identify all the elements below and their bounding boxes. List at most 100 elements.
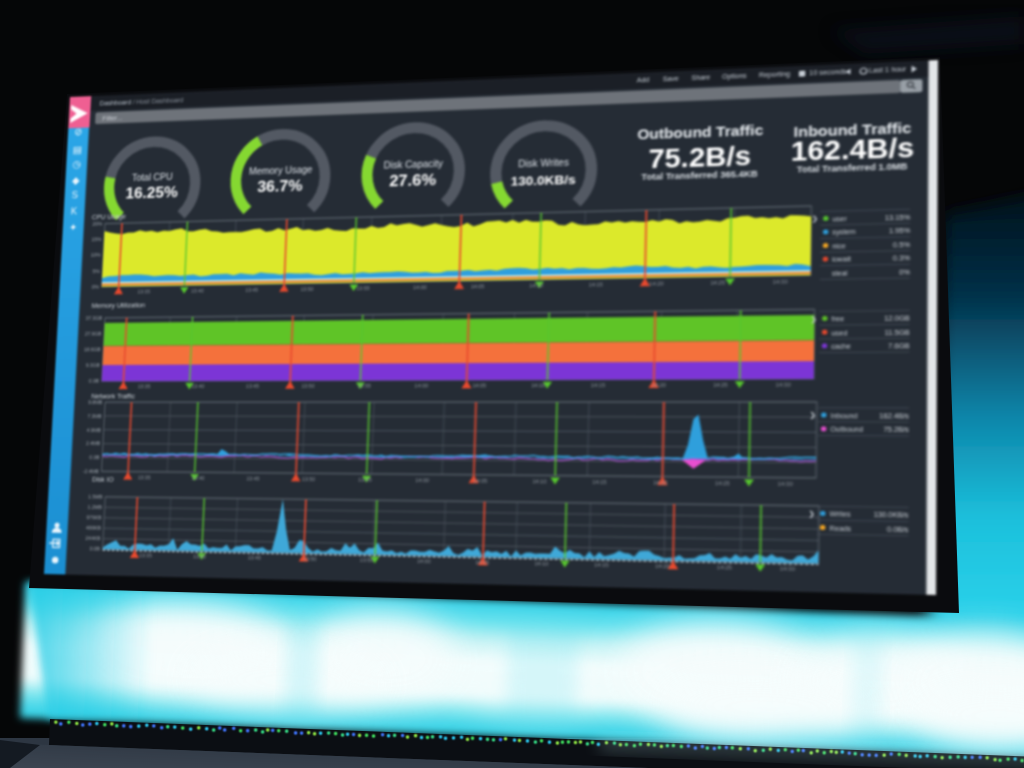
- svg-text:nice: nice: [832, 244, 846, 251]
- svg-text:13:45: 13:45: [246, 476, 260, 483]
- svg-text:Save: Save: [663, 77, 680, 84]
- svg-text:14:25: 14:25: [717, 565, 732, 572]
- svg-text:27.9GB: 27.9GB: [85, 331, 102, 337]
- svg-text:13:55: 13:55: [358, 477, 372, 484]
- svg-text:❯: ❯: [812, 215, 818, 223]
- svg-text:14:05: 14:05: [473, 478, 487, 485]
- svg-text:0%: 0%: [899, 270, 911, 277]
- svg-text:13:40: 13:40: [191, 288, 204, 295]
- svg-text:13.15%: 13.15%: [885, 215, 911, 222]
- svg-text:K: K: [71, 206, 79, 216]
- svg-text:14:20: 14:20: [655, 563, 670, 570]
- svg-text:14:20: 14:20: [649, 281, 664, 288]
- svg-text:13:50: 13:50: [303, 556, 317, 563]
- svg-text:14:05: 14:05: [475, 560, 489, 567]
- svg-text:27.6%: 27.6%: [389, 171, 436, 191]
- svg-text:13:50: 13:50: [300, 287, 314, 294]
- svg-text:75.2B/s: 75.2B/s: [883, 427, 909, 434]
- svg-text:14:30: 14:30: [776, 382, 791, 389]
- svg-text:7.3MB: 7.3MB: [87, 414, 102, 420]
- svg-text:Options: Options: [722, 74, 747, 82]
- svg-text:Reads: Reads: [829, 526, 851, 533]
- svg-text:used: used: [831, 330, 847, 337]
- svg-text:0.0B: 0.0B: [89, 455, 100, 461]
- svg-text:CPU Usage: CPU Usage: [92, 213, 127, 221]
- svg-text:14:00: 14:00: [414, 383, 428, 390]
- svg-text:20%: 20%: [92, 221, 103, 227]
- svg-text:15%: 15%: [91, 237, 102, 243]
- svg-text:Memory Usage: Memory Usage: [249, 164, 313, 177]
- svg-text:14:05: 14:05: [472, 383, 486, 390]
- svg-text:0.0B: 0.0B: [89, 379, 100, 385]
- svg-text:9.8MB: 9.8MB: [88, 400, 103, 406]
- svg-text:Last 1 hour: Last 1 hour: [869, 67, 906, 75]
- svg-text:14:05: 14:05: [471, 284, 485, 291]
- svg-text:14:15: 14:15: [589, 282, 604, 289]
- svg-text:14:15: 14:15: [594, 562, 609, 569]
- svg-text:14:10: 14:10: [534, 561, 549, 568]
- svg-text:14:20: 14:20: [653, 480, 668, 487]
- svg-text:cache: cache: [831, 344, 852, 351]
- svg-text:Total Transferred 365.4KB: Total Transferred 365.4KB: [641, 169, 758, 182]
- svg-text:0%: 0%: [92, 284, 100, 290]
- svg-text:14:00: 14:00: [417, 558, 431, 565]
- svg-text:18.6GB: 18.6GB: [84, 347, 101, 353]
- svg-text:14:25: 14:25: [710, 280, 725, 287]
- svg-text:13:45: 13:45: [246, 384, 260, 390]
- svg-text:13:45: 13:45: [248, 555, 262, 562]
- svg-text:Filter...: Filter...: [102, 115, 123, 123]
- svg-text:13:55: 13:55: [356, 286, 370, 293]
- svg-text:Inbound Traffic: Inbound Traffic: [794, 119, 912, 140]
- svg-text:Inbound: Inbound: [830, 413, 857, 420]
- svg-text:13:40: 13:40: [191, 384, 204, 390]
- svg-text:162.4B/s: 162.4B/s: [879, 414, 909, 421]
- svg-text:75.2B/s: 75.2B/s: [648, 142, 751, 175]
- svg-text:0.3%: 0.3%: [893, 256, 911, 263]
- svg-text:Add: Add: [637, 78, 650, 85]
- svg-text:13:50: 13:50: [301, 383, 315, 390]
- svg-text:❯: ❯: [808, 510, 815, 518]
- svg-text:10 seconds: 10 seconds: [809, 70, 846, 78]
- svg-text:Share: Share: [691, 75, 711, 82]
- svg-text:◷: ◷: [72, 159, 81, 169]
- svg-text:user: user: [832, 216, 846, 223]
- svg-text:7.6GB: 7.6GB: [888, 344, 909, 351]
- svg-text:14:00: 14:00: [415, 478, 429, 485]
- svg-text:976KB: 976KB: [86, 515, 101, 522]
- svg-text:iowait: iowait: [832, 257, 851, 264]
- svg-text:162.4B/s: 162.4B/s: [791, 133, 915, 167]
- svg-text:-2.4MB: -2.4MB: [83, 469, 99, 476]
- svg-text:36.7%: 36.7%: [257, 177, 303, 196]
- svg-text:Total CPU: Total CPU: [132, 172, 173, 184]
- svg-text:14:00: 14:00: [413, 285, 427, 292]
- svg-text:14:15: 14:15: [592, 479, 607, 486]
- svg-text:14:10: 14:10: [532, 479, 547, 486]
- svg-text:16.25%: 16.25%: [125, 184, 178, 203]
- svg-text:0.0B/s: 0.0B/s: [887, 527, 909, 534]
- svg-text:130.0KB/s: 130.0KB/s: [511, 172, 577, 189]
- svg-text:1.5MB: 1.5MB: [88, 494, 103, 501]
- svg-text:14:25: 14:25: [715, 481, 730, 488]
- svg-text:Memory Utilization: Memory Utilization: [91, 302, 145, 310]
- svg-text:13:35: 13:35: [138, 475, 151, 482]
- svg-text:13:40: 13:40: [192, 475, 205, 482]
- svg-text:◆: ◆: [72, 175, 80, 185]
- svg-text:Network Traffic: Network Traffic: [91, 393, 135, 400]
- svg-text:⊘: ⊘: [74, 127, 82, 137]
- svg-text:Disk Capacity: Disk Capacity: [383, 158, 443, 171]
- svg-text:13:55: 13:55: [360, 557, 374, 564]
- svg-text:10%: 10%: [91, 253, 102, 259]
- svg-text:free: free: [831, 317, 845, 324]
- svg-text:2.4MB: 2.4MB: [86, 441, 101, 447]
- svg-text:system: system: [832, 230, 856, 237]
- svg-text:1.95%: 1.95%: [889, 229, 911, 236]
- svg-text:4.9MB: 4.9MB: [86, 427, 101, 433]
- svg-text:S: S: [71, 190, 78, 200]
- svg-text:13:35: 13:35: [137, 289, 150, 295]
- svg-text:14:30: 14:30: [780, 566, 796, 573]
- svg-text:488KB: 488KB: [86, 526, 101, 533]
- svg-text:11.5GB: 11.5GB: [884, 330, 909, 337]
- svg-text:Outbound Traffic: Outbound Traffic: [637, 122, 763, 143]
- svg-text:Dashboard / Host Dashboard: Dashboard / Host Dashboard: [99, 97, 183, 108]
- svg-text:▤: ▤: [73, 145, 82, 156]
